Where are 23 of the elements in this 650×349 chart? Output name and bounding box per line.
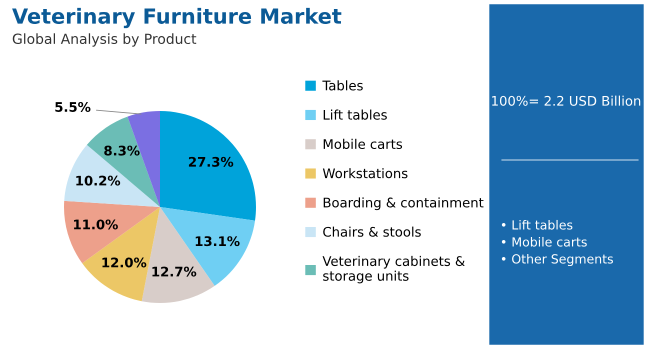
legend-label: Workstations — [322, 168, 408, 178]
legend-label: Tables — [322, 80, 363, 90]
text: • Other Segments — [502, 254, 613, 266]
data-label: 8.3% — [104, 146, 140, 156]
text: • Lift tables — [502, 220, 572, 230]
legend-label: Boarding & containment — [324, 197, 484, 210]
data-label: 11.0% — [74, 219, 118, 230]
pie-slice — [160, 111, 256, 221]
data-label: 13.1% — [196, 236, 240, 246]
chart-title: Veterinary Furniture Market — [12, 8, 342, 28]
legend-label: Chairs & stools — [323, 226, 421, 237]
data-label: 10.2% — [76, 176, 120, 186]
data-label: 5.5% — [55, 102, 90, 112]
legend-label: Mobile carts — [324, 138, 402, 150]
legend-label: Lift tables — [324, 110, 387, 120]
pie-slice — [64, 144, 160, 207]
text: • Mobile carts — [502, 236, 587, 247]
data-label: 12.0% — [102, 257, 146, 268]
text: 100%= 2.2 USD Billion — [492, 96, 640, 106]
legend-label: Veterinary cabinets & storage units — [322, 256, 465, 284]
chart-subtitle: Global Analysis by Product — [12, 33, 196, 47]
data-label: 12.7% — [152, 266, 196, 277]
data-label: 27.3% — [188, 156, 234, 167]
